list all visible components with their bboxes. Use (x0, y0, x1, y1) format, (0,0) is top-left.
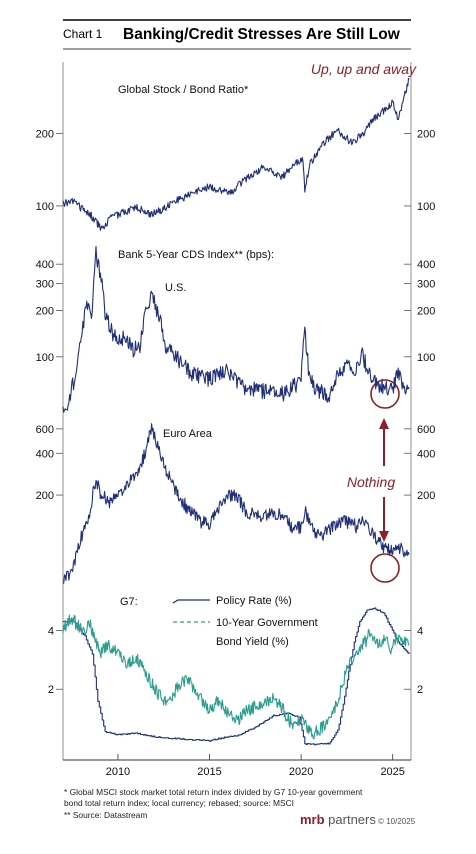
y-tick-label-right: 300 (417, 278, 435, 290)
panel1-title: Global Stock / Bond Ratio* (118, 84, 249, 96)
brand-logo: mrb partners © 10/2025 (300, 812, 415, 827)
y-tick-label-left: 200 (36, 490, 54, 502)
brand-copyright: © 10/2025 (375, 817, 416, 826)
y-tick-label-right: 200 (417, 305, 435, 317)
series-line-panel-2 (62, 245, 410, 413)
x-tick-label: 2010 (106, 766, 130, 778)
panel3-subtitle: Euro Area (163, 428, 213, 440)
highlight-circle-us (370, 379, 400, 409)
arrow-up-head (379, 418, 389, 429)
y-tick-label-left: 200 (36, 305, 54, 317)
series-line-policy-rate (63, 607, 410, 746)
panel4-title: G7: (120, 596, 138, 608)
chart-number: Chart 1 (63, 27, 103, 41)
series-lines (62, 77, 410, 746)
footnote-1: * Global MSCI stock market total return … (64, 787, 363, 797)
x-tick-label: 2025 (380, 766, 404, 778)
legend-label-bond-yield-1: 10-Year Government (216, 617, 318, 629)
y-tick-label-left: 100 (36, 201, 54, 213)
legend-swatch-policy-rate (172, 599, 210, 604)
y-tick-label-left: 2 (48, 684, 54, 696)
y-tick-label-right: 100 (417, 352, 435, 364)
chart-title: Banking/Credit Stresses Are Still Low (123, 26, 401, 43)
series-line-panel-3 (62, 423, 410, 584)
footnote-2: bond total return index; local currency;… (64, 798, 294, 808)
y-tick-label-right: 400 (417, 259, 435, 271)
legend-label-bond-yield-2: Bond Yield (%) (216, 636, 289, 648)
y-tick-label-left: 300 (36, 278, 54, 290)
arrow-down-head (379, 531, 389, 542)
x-tick-label: 2020 (289, 766, 313, 778)
legend: Policy Rate (%) 10-Year Government Bond … (172, 595, 318, 648)
x-tick-label: 2015 (197, 766, 221, 778)
legend-label-policy-rate: Policy Rate (%) (216, 595, 292, 607)
y-tick-label-left: 100 (36, 352, 54, 364)
series-line-bond-yield (62, 614, 410, 740)
axis-ticks: 100 100 200 200 100 100 200 200 300 300 400 400 200 2… (36, 128, 436, 778)
y-tick-label-right: 200 (417, 128, 435, 140)
y-tick-label-left: 400 (36, 448, 54, 460)
highlight-circle-euro (370, 553, 400, 583)
panel2-title: Bank 5-Year CDS Index** (bps): (118, 249, 274, 261)
panel2-subtitle: U.S. (165, 282, 186, 294)
y-tick-label-right: 200 (417, 490, 435, 502)
y-tick-label-left: 400 (36, 259, 54, 271)
brand-name: mrb (300, 812, 325, 827)
y-tick-label-left: 200 (36, 128, 54, 140)
y-tick-label-right: 2 (417, 684, 423, 696)
y-tick-label-right: 400 (417, 448, 435, 460)
y-tick-label-right: 600 (417, 424, 435, 436)
y-tick-label-right: 100 (417, 201, 435, 213)
y-tick-label-left: 600 (36, 424, 54, 436)
y-tick-label-right: 4 (417, 625, 423, 637)
brand-suffix: partners (324, 812, 376, 827)
y-tick-label-left: 4 (48, 625, 54, 637)
footnote-3: ** Source: Datastream (64, 810, 148, 820)
series-line-panel-1 (62, 77, 410, 231)
callout-up-up-and-away: Up, up and away (311, 61, 417, 77)
callout-nothing: Nothing (347, 474, 395, 490)
